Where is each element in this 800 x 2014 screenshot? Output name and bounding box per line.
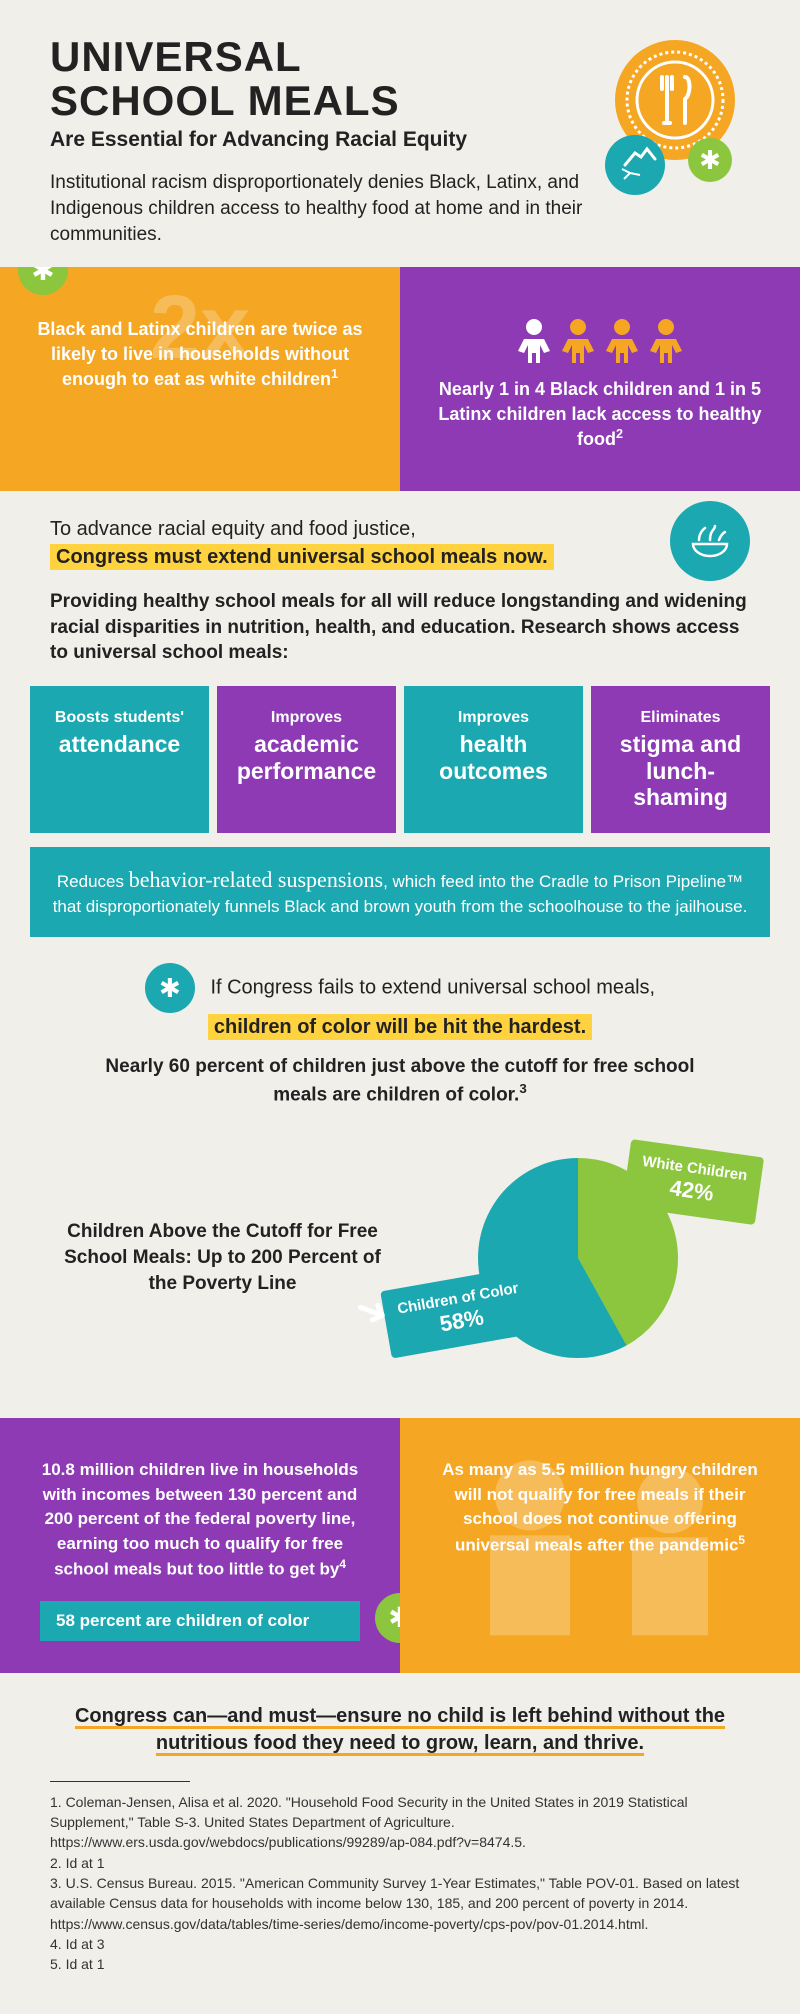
references: 1. Coleman-Jensen, Alisa et al. 2020. "H… [0, 1781, 800, 2014]
stat-text: 10.8 million children live in households… [40, 1458, 360, 1583]
title-line-1: UNIVERSAL [50, 33, 302, 80]
hero-icon-cluster: ✱ [580, 35, 750, 205]
pie-chart-label: Children Above the Cutoff for Free Schoo… [50, 1219, 395, 1296]
callout-line-1: To advance racial equity and food justic… [50, 518, 416, 540]
plate-fork-knife-icon: ✱ [580, 35, 750, 205]
stats-row-1: ✱ 2x Black and Latinx children are twice… [0, 267, 800, 491]
svg-text:✱: ✱ [699, 145, 721, 175]
stat-1-in-4: Nearly 1 in 4 Black children and 1 in 5 … [400, 267, 800, 491]
callout-line-1: If Congress fails to extend universal sc… [210, 976, 655, 998]
stat-text: Nearly 1 in 4 Black children and 1 in 5 … [435, 377, 765, 451]
stat-5-5m: As many as 5.5 million hungry children w… [400, 1418, 800, 1673]
research-intro: Providing healthy school meals for all w… [0, 589, 800, 686]
benefit-big: health outcomes [416, 731, 571, 784]
header: UNIVERSAL SCHOOL MEALS Are Essential for… [0, 0, 800, 267]
benefit-top: Boosts students' [42, 708, 197, 727]
pie-chart-section: Children Above the Cutoff for Free Schoo… [0, 1128, 800, 1418]
people-icons [435, 317, 765, 367]
ref-item: 5. Id at 1 [50, 1954, 750, 1974]
asterisk-icon: ✱ [375, 1593, 400, 1643]
pie-callout-children-of-color: Children of Color 58% [380, 1265, 540, 1358]
highlight-text: Congress must extend universal school me… [50, 544, 554, 570]
stat-text: As many as 5.5 million hungry children w… [440, 1458, 760, 1558]
person-icon [558, 317, 598, 367]
benefit-stigma: Eliminates stigma and lunch-shaming [591, 686, 770, 833]
person-icon [514, 317, 554, 367]
asterisk-icon: ✱ [18, 267, 68, 295]
callout-congress: To advance racial equity and food justic… [0, 491, 800, 589]
benefits-row: Boosts students' attendance Improves aca… [0, 686, 800, 833]
stat-text: Black and Latinx children are twice as l… [35, 317, 365, 391]
text: Reduces [57, 872, 129, 891]
salad-bowl-icon [670, 501, 750, 581]
title-line-2: SCHOOL MEALS [50, 77, 400, 124]
intro-text: Institutional racism disproportionately … [50, 170, 590, 247]
callout-hardest: If Congress fails to extend universal sc… [0, 937, 800, 1049]
ref-item: 1. Coleman-Jensen, Alisa et al. 2020. "H… [50, 1792, 750, 1853]
benefit-big: academic performance [229, 731, 384, 784]
ref-item: 4. Id at 3 [50, 1934, 750, 1954]
benefit-academic: Improves academic performance [217, 686, 396, 833]
benefit-big: stigma and lunch-shaming [603, 731, 758, 810]
divider [50, 1781, 190, 1782]
highlight-text: children of color will be hit the hardes… [208, 1014, 592, 1040]
person-icon [602, 317, 642, 367]
benefit-top: Improves [416, 708, 571, 727]
benefit-health: Improves health outcomes [404, 686, 583, 833]
benefit-big: attendance [42, 731, 197, 757]
benefit-top: Improves [229, 708, 384, 727]
stat-tag: 58 percent are children of color [40, 1601, 360, 1641]
asterisk-icon [145, 963, 195, 1013]
ref-item: 2. Id at 1 [50, 1853, 750, 1873]
stat-twice-likely: ✱ 2x Black and Latinx children are twice… [0, 267, 400, 491]
infographic: UNIVERSAL SCHOOL MEALS Are Essential for… [0, 0, 800, 2014]
stat-10-8m: 10.8 million children live in households… [0, 1418, 400, 1673]
benefit-top: Eliminates [603, 708, 758, 727]
ref-item: 3. U.S. Census Bureau. 2015. "American C… [50, 1873, 750, 1934]
stats-row-2: 10.8 million children live in households… [0, 1418, 800, 1673]
person-icon [646, 317, 686, 367]
script-text: behavior-related suspensions [129, 867, 383, 892]
pie-chart: Children of Color 58% White Children 42%… [405, 1128, 750, 1388]
closing-statement: Congress can—and must—ensure no child is… [0, 1673, 800, 1781]
benefit-attendance: Boosts students' attendance [30, 686, 209, 833]
suspensions-callout: Reduces behavior-related suspensions, wh… [30, 847, 770, 938]
stat-60pct: Nearly 60 percent of children just above… [0, 1049, 800, 1128]
